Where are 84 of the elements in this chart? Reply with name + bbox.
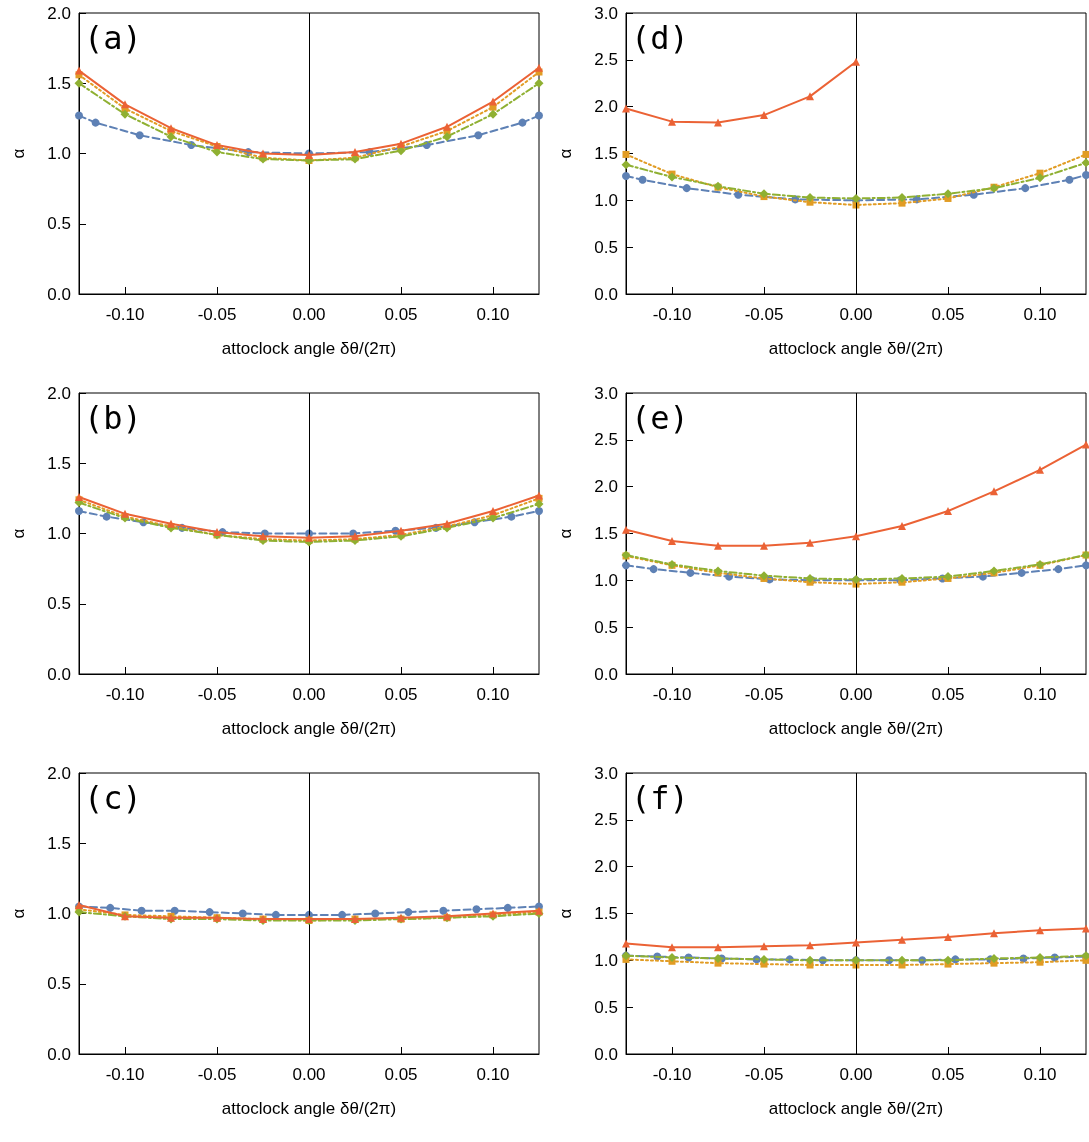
y-tick-label: 1.0 [47, 144, 71, 163]
x-tick-label: 0.10 [476, 305, 510, 324]
x-tick-label: 0.05 [931, 305, 965, 324]
y-tick-label: 2.5 [594, 430, 618, 450]
y-tick-label: 1.0 [594, 950, 618, 970]
x-axis-title: attoclock angle δθ/(2π) [768, 719, 944, 738]
y-axis-title: α [9, 528, 28, 539]
y-tick-label: 1.5 [594, 904, 618, 923]
x-tick-label: 0.00 [839, 1065, 873, 1084]
y-tick-label: 2.0 [594, 477, 618, 497]
x-tick-label: -0.10 [652, 1065, 692, 1084]
x-tick-label: -0.10 [105, 685, 145, 704]
x-tick-label: 0.05 [384, 1065, 418, 1084]
x-tick-label: -0.10 [105, 1065, 145, 1084]
x-tick-label: 0.00 [839, 685, 873, 704]
annotation: (d) [631, 19, 689, 57]
x-tick-label: 0.00 [292, 305, 326, 324]
x-tick-label: 0.00 [839, 305, 873, 324]
y-tick-label: 0.0 [594, 664, 618, 684]
y-tick-label: 1.0 [594, 570, 618, 590]
x-tick-label: -0.05 [744, 1065, 784, 1084]
y-tick-label: 2.5 [594, 810, 618, 830]
y-tick-label: 1.0 [47, 524, 71, 543]
y-tick-label: 1.0 [594, 190, 618, 210]
x-tick-label: 0.05 [384, 305, 418, 324]
y-tick-label: 3.0 [594, 3, 618, 23]
annotation: (b) [84, 399, 142, 437]
y-tick-label: 1.5 [47, 453, 71, 473]
y-axis-title: α [9, 148, 28, 159]
y-axis-title: α [556, 528, 575, 539]
x-tick-label: 0.10 [1023, 685, 1057, 704]
x-axis-title: attoclock angle δθ/(2π) [768, 1099, 944, 1118]
y-tick-label: 0.5 [47, 214, 71, 234]
annotation: (c) [84, 779, 142, 817]
x-tick-label: -0.05 [197, 685, 237, 704]
y-tick-label: 2.0 [47, 3, 71, 23]
y-tick-label: 0.5 [594, 997, 618, 1017]
y-tick-label: 1.5 [594, 524, 618, 543]
x-tick-label: -0.10 [652, 685, 692, 704]
y-tick-label: 0.0 [47, 664, 71, 684]
y-tick-label: 2.5 [594, 50, 618, 70]
x-tick-label: -0.10 [652, 305, 692, 324]
x-tick-label: 0.00 [292, 685, 326, 704]
y-tick-label: 0.0 [594, 1044, 618, 1064]
x-tick-label: 0.05 [931, 685, 965, 704]
x-tick-label: -0.05 [744, 685, 784, 704]
y-tick-label: 0.5 [47, 974, 71, 994]
x-tick-label: -0.05 [197, 305, 237, 324]
y-axis-title: α [556, 908, 575, 919]
y-tick-label: 2.0 [594, 97, 618, 117]
y-tick-label: 1.5 [47, 73, 71, 93]
y-tick-label: 0.5 [47, 594, 71, 614]
x-tick-label: 0.10 [1023, 1065, 1057, 1084]
x-tick-label: -0.05 [197, 1065, 237, 1084]
y-tick-label: 3.0 [594, 383, 618, 403]
y-tick-label: 2.0 [594, 857, 618, 877]
x-axis-title: attoclock angle δθ/(2π) [221, 1099, 397, 1118]
y-tick-label: 2.0 [47, 763, 71, 783]
y-axis-title: α [9, 908, 28, 919]
y-tick-label: 1.0 [47, 904, 71, 923]
y-tick-label: 3.0 [594, 763, 618, 783]
y-tick-label: 1.5 [594, 144, 618, 163]
y-tick-label: 1.5 [47, 833, 71, 853]
x-tick-label: 0.10 [1023, 305, 1057, 324]
x-tick-label: 0.10 [476, 1065, 510, 1084]
y-tick-label: 0.0 [47, 284, 71, 304]
y-tick-label: 0.0 [594, 284, 618, 304]
y-tick-label: 0.5 [594, 617, 618, 637]
annotation: (a) [84, 19, 142, 57]
x-axis-title: attoclock angle δθ/(2π) [221, 719, 397, 738]
x-tick-label: 0.00 [292, 1065, 326, 1084]
x-axis-title: attoclock angle δθ/(2π) [221, 339, 397, 358]
y-tick-label: 0.5 [594, 237, 618, 257]
y-tick-label: 2.0 [47, 383, 71, 403]
x-tick-label: -0.10 [105, 305, 145, 324]
annotation: (f) [631, 779, 689, 817]
x-tick-label: 0.05 [384, 685, 418, 704]
x-tick-label: -0.05 [744, 305, 784, 324]
annotation: (e) [631, 399, 689, 437]
x-tick-label: 0.05 [931, 1065, 965, 1084]
x-tick-label: 0.10 [476, 685, 510, 704]
y-axis-title: α [556, 148, 575, 159]
x-axis-title: attoclock angle δθ/(2π) [768, 339, 944, 358]
y-tick-label: 0.0 [47, 1044, 71, 1064]
